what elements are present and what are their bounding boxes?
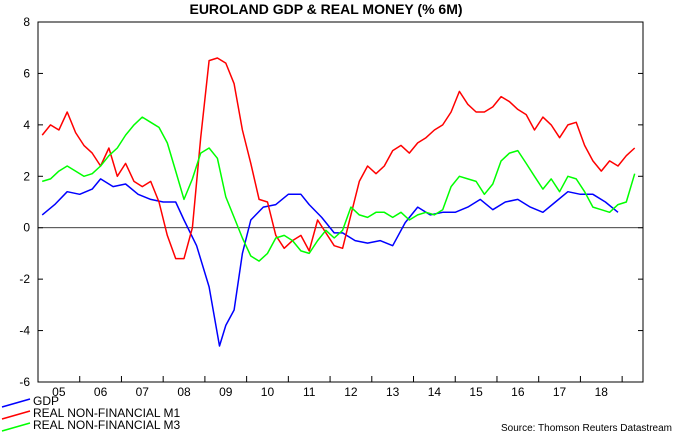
x-tick-label: 11 bbox=[303, 385, 316, 399]
series-line-real-non-financial-m3 bbox=[41, 116, 636, 262]
x-tick-label: 13 bbox=[386, 385, 400, 399]
series-line-real-non-financial-m1 bbox=[41, 57, 636, 260]
legend-label: GDP bbox=[33, 394, 59, 408]
x-tick-label: 16 bbox=[511, 385, 525, 399]
y-tick-label: 0 bbox=[23, 221, 30, 235]
x-tick-label: 07 bbox=[136, 385, 150, 399]
y-axis: -6 -4 -2 0 2 4 6 8 bbox=[19, 15, 643, 389]
y-tick-label: -4 bbox=[19, 324, 30, 338]
y-tick-label: 8 bbox=[23, 15, 30, 29]
x-tick-label: 15 bbox=[469, 385, 483, 399]
y-tick-label: 6 bbox=[23, 66, 30, 80]
series-layer bbox=[41, 57, 636, 347]
legend-label: REAL NON-FINANCIAL M1 bbox=[33, 406, 180, 420]
y-tick-label: -2 bbox=[19, 272, 30, 286]
x-axis: 05 06 07 08 09 10 11 12 13 14 15 16 17 18 bbox=[52, 376, 623, 399]
legend-label: REAL NON-FINANCIAL M3 bbox=[33, 418, 180, 432]
legend-swatch bbox=[1, 410, 31, 420]
series-line-gdp bbox=[41, 178, 619, 347]
y-tick-label: 2 bbox=[23, 169, 30, 183]
x-tick-label: 10 bbox=[261, 385, 275, 399]
x-tick-label: 17 bbox=[553, 385, 567, 399]
x-tick-label: 05 bbox=[52, 385, 66, 399]
chart-title: EUROLAND GDP & REAL MONEY (% 6M) bbox=[189, 1, 462, 17]
y-tick-label: -6 bbox=[19, 375, 30, 389]
plot-frame bbox=[37, 21, 644, 383]
plot-area bbox=[37, 21, 644, 383]
legend-swatch bbox=[1, 422, 31, 432]
x-tick-label: 14 bbox=[428, 385, 442, 399]
x-tick-label: 12 bbox=[344, 385, 358, 399]
x-tick-label: 09 bbox=[219, 385, 233, 399]
y-tick-label: 4 bbox=[23, 118, 30, 132]
legend-swatch bbox=[1, 398, 31, 408]
x-tick-label: 18 bbox=[595, 385, 609, 399]
x-tick-label: 06 bbox=[94, 385, 108, 399]
source-note: Source: Thomson Reuters Datastream bbox=[501, 423, 672, 434]
x-tick-label: 08 bbox=[177, 385, 191, 399]
